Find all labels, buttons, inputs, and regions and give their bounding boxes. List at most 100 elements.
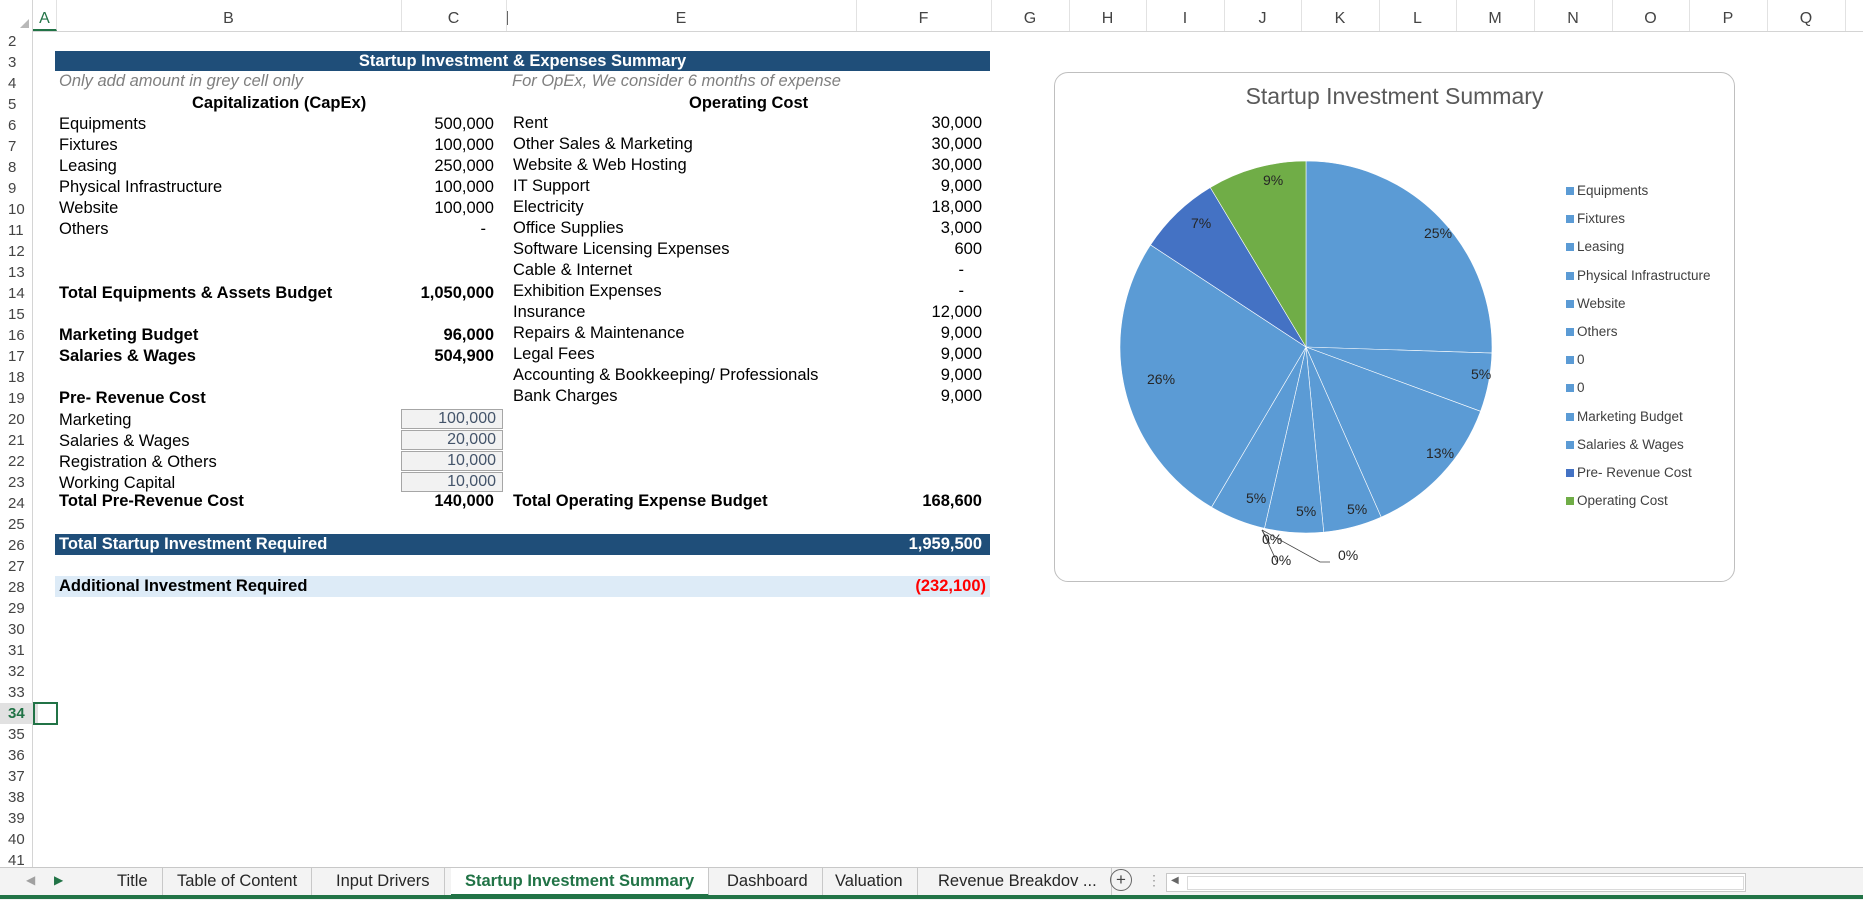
row-header-4[interactable]: 4 bbox=[8, 75, 17, 92]
row-header-24[interactable]: 24 bbox=[8, 495, 25, 512]
row-header-10[interactable]: 10 bbox=[8, 201, 25, 218]
sheet-tab-revenue-breakdov[interactable]: Revenue Breakdov ... bbox=[924, 868, 1112, 895]
row-header-20[interactable]: 20 bbox=[8, 411, 25, 428]
legend-entry[interactable]: Physical Infrastructure bbox=[1566, 268, 1711, 283]
opex-item-value: 9,000 bbox=[940, 177, 982, 195]
legend-swatch bbox=[1566, 328, 1574, 336]
prerev-input-cell[interactable]: 100,000 bbox=[401, 409, 503, 429]
row-header-17[interactable]: 17 bbox=[8, 348, 25, 365]
row-header-21[interactable]: 21 bbox=[8, 432, 25, 449]
row-header-11[interactable]: 11 bbox=[8, 222, 24, 239]
row-header-5[interactable]: 5 bbox=[8, 96, 17, 113]
row-header-19[interactable]: 19 bbox=[8, 390, 25, 407]
column-header-i[interactable]: I bbox=[1146, 0, 1225, 31]
legend-entry[interactable]: Leasing bbox=[1566, 239, 1624, 254]
scroll-left-icon[interactable]: ◀ bbox=[26, 873, 36, 887]
column-header-p[interactable]: P bbox=[1689, 0, 1768, 31]
legend-entry[interactable]: Others bbox=[1566, 324, 1618, 339]
column-header-m[interactable]: M bbox=[1456, 0, 1535, 31]
row-header-30[interactable]: 30 bbox=[8, 621, 25, 638]
row-header-39[interactable]: 39 bbox=[8, 810, 25, 827]
column-header-q[interactable]: Q bbox=[1767, 0, 1846, 31]
add-sheet-icon[interactable]: + bbox=[1110, 869, 1132, 891]
row-header-13[interactable]: 13 bbox=[8, 264, 25, 281]
horizontal-scrollbar[interactable]: ◀ bbox=[1166, 873, 1746, 892]
legend-entry[interactable]: Salaries & Wages bbox=[1566, 437, 1684, 452]
row-header-18[interactable]: 18 bbox=[8, 369, 25, 386]
row-header-9[interactable]: 9 bbox=[8, 180, 17, 197]
row-header-16[interactable]: 16 bbox=[8, 327, 25, 344]
legend-entry[interactable]: Marketing Budget bbox=[1566, 409, 1683, 424]
row-header-41[interactable]: 41 bbox=[8, 852, 25, 869]
sheet-tab-input-drivers[interactable]: Input Drivers bbox=[322, 868, 445, 895]
legend-entry[interactable]: 0 bbox=[1566, 352, 1585, 367]
sheet-tab-table-of-content[interactable]: Table of Content bbox=[163, 868, 313, 895]
opex-item-label: Office Supplies bbox=[513, 219, 624, 237]
row-header-12[interactable]: 12 bbox=[8, 243, 25, 260]
row-header-14[interactable]: 14 bbox=[8, 285, 25, 302]
row-header-33[interactable]: 33 bbox=[8, 684, 25, 701]
row-header-36[interactable]: 36 bbox=[8, 747, 25, 764]
row-header-6[interactable]: 6 bbox=[8, 117, 17, 134]
hscroll-thumb[interactable] bbox=[1187, 876, 1744, 890]
opex-item-value: 9,000 bbox=[940, 324, 982, 342]
column-header-c[interactable]: C bbox=[401, 0, 507, 31]
row-header-3[interactable]: 3 bbox=[8, 54, 17, 71]
capex-item-label: Others bbox=[59, 220, 109, 238]
legend-swatch bbox=[1566, 271, 1574, 280]
scroll-right-icon[interactable]: ▶ bbox=[54, 873, 64, 887]
selected-cell[interactable] bbox=[33, 702, 58, 725]
column-header-j[interactable]: J bbox=[1224, 0, 1302, 31]
sheet-tab-dashboard[interactable]: Dashboard bbox=[713, 868, 823, 895]
row-header-35[interactable]: 35 bbox=[8, 726, 25, 743]
legend-entry[interactable]: Operating Cost bbox=[1566, 493, 1668, 508]
legend-entry[interactable]: Pre- Revenue Cost bbox=[1566, 465, 1692, 480]
row-header-27[interactable]: 27 bbox=[8, 558, 25, 575]
column-header-b[interactable]: B bbox=[56, 0, 402, 31]
capex-item-value: 250,000 bbox=[434, 157, 494, 175]
total-assets-value: 1,050,000 bbox=[420, 284, 494, 302]
hscroll-left-icon[interactable]: ◀ bbox=[1171, 875, 1179, 886]
sheet-tab-startup-investment-summary[interactable]: Startup Investment Summary bbox=[451, 868, 710, 897]
row-header-26[interactable]: 26 bbox=[8, 537, 25, 554]
row-header-2[interactable]: 2 bbox=[8, 33, 17, 50]
row-header-15[interactable]: 15 bbox=[8, 306, 25, 323]
legend-swatch bbox=[1566, 243, 1574, 252]
legend-entry[interactable]: 0 bbox=[1566, 380, 1585, 395]
row-header-25[interactable]: 25 bbox=[8, 516, 25, 533]
column-header-l[interactable]: L bbox=[1379, 0, 1457, 31]
row-header-38[interactable]: 38 bbox=[8, 789, 25, 806]
prerev-input-cell[interactable]: 10,000 bbox=[401, 451, 503, 471]
legend-entry[interactable]: Website bbox=[1566, 296, 1626, 311]
summary-title-band: Startup Investment & Expenses Summary bbox=[55, 51, 990, 71]
column-header-n[interactable]: N bbox=[1534, 0, 1613, 31]
row-header-22[interactable]: 22 bbox=[8, 453, 25, 470]
column-header-e[interactable]: E bbox=[506, 0, 857, 31]
column-header-g[interactable]: G bbox=[991, 0, 1070, 31]
column-header-h[interactable]: H bbox=[1069, 0, 1147, 31]
row-header-34[interactable]: 34 bbox=[0, 703, 38, 724]
row-header-7[interactable]: 7 bbox=[8, 138, 17, 155]
sheet-tab-valuation[interactable]: Valuation bbox=[821, 868, 918, 895]
prerev-input-cell[interactable]: 10,000 bbox=[401, 472, 503, 492]
row-header-31[interactable]: 31 bbox=[8, 642, 25, 659]
legend-entry[interactable]: Equipments bbox=[1566, 183, 1648, 198]
prerev-input-cell[interactable]: 20,000 bbox=[401, 430, 503, 450]
capex-item-label: Fixtures bbox=[59, 136, 118, 154]
sheet-tab-title[interactable]: Title bbox=[103, 868, 163, 895]
tab-split-handle[interactable]: ⋮ bbox=[1147, 872, 1161, 888]
column-header-a[interactable]: A bbox=[33, 0, 57, 31]
column-header-f[interactable]: F bbox=[856, 0, 992, 31]
row-header-8[interactable]: 8 bbox=[8, 159, 17, 176]
legend-entry[interactable]: Fixtures bbox=[1566, 211, 1625, 226]
select-all-corner[interactable] bbox=[0, 0, 33, 31]
row-header-40[interactable]: 40 bbox=[8, 831, 25, 848]
row-header-29[interactable]: 29 bbox=[8, 600, 25, 617]
row-header-23[interactable]: 23 bbox=[8, 474, 25, 491]
row-header-32[interactable]: 32 bbox=[8, 663, 25, 680]
column-header-k[interactable]: K bbox=[1301, 0, 1380, 31]
row-header-28[interactable]: 28 bbox=[8, 579, 25, 596]
row-header-37[interactable]: 37 bbox=[8, 768, 25, 785]
column-header-o[interactable]: O bbox=[1612, 0, 1690, 31]
